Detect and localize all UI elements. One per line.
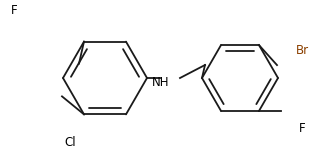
Text: F: F [299, 122, 305, 134]
Text: Br: Br [296, 44, 309, 56]
Text: Cl: Cl [64, 136, 76, 149]
Text: NH: NH [152, 76, 170, 90]
Text: F: F [11, 5, 17, 17]
